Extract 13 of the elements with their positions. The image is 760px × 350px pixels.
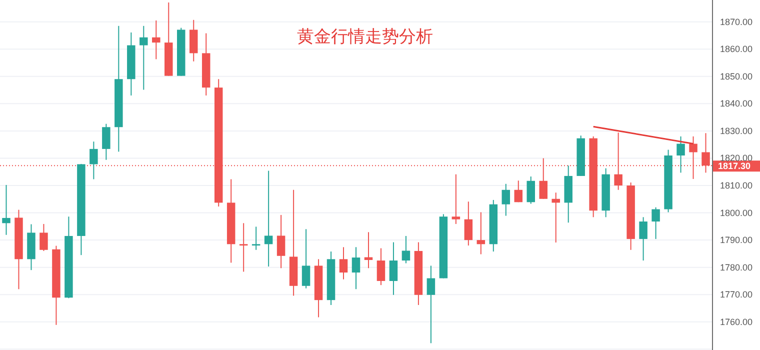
y-tick-label: 1790.00 [720,235,753,246]
y-tick-label: 1840.00 [720,98,753,109]
ref-line-label: 1817.30 [718,161,751,172]
y-tick-label: 1780.00 [720,262,753,272]
y-tick-label: 1810.00 [720,180,753,191]
y-tick-label: 1830.00 [720,126,753,136]
y-tick-label: 1760.00 [720,316,753,327]
text: 黄金行情走势分析 [297,27,433,46]
y-tick-label: 1870.00 [720,16,753,27]
y-tick-label: 1850.00 [720,71,753,82]
y-tick-label: 1800.00 [720,208,753,218]
y-tick-label: 1860.00 [720,44,753,54]
y-tick-label: 1770.00 [720,290,753,300]
